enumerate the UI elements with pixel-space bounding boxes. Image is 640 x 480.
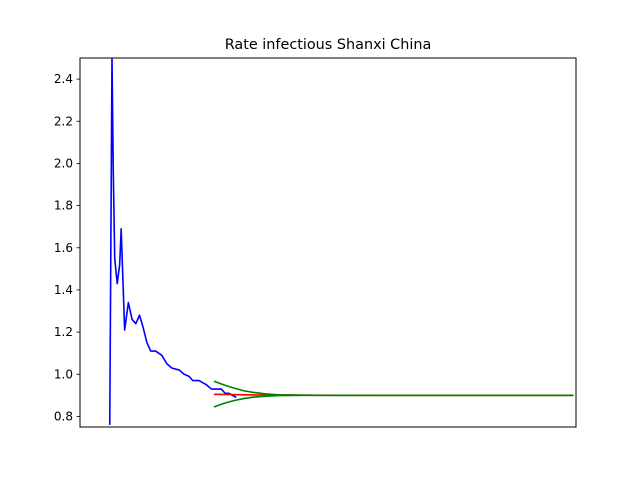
series-line-1 bbox=[108, 58, 237, 425]
axes-frame bbox=[79, 57, 577, 428]
y-tick-label: 2.4 bbox=[54, 72, 73, 86]
y-tick-label: 1.6 bbox=[54, 241, 73, 255]
y-tick-label: 2.0 bbox=[54, 156, 73, 170]
y-tick-label: 1.4 bbox=[54, 283, 73, 297]
y-axis: 0.8 1.0 1.2 1.4 1.6 1.8 2.0 2.2 2.4 bbox=[54, 72, 80, 423]
y-tick-label: 1.8 bbox=[54, 199, 73, 213]
y-tick-label: 0.8 bbox=[54, 409, 73, 423]
y-tick-label: 2.2 bbox=[54, 114, 73, 128]
plot-area bbox=[108, 58, 574, 425]
series-line-4 bbox=[213, 394, 574, 408]
chart-title: Rate infectious Shanxi China bbox=[225, 37, 432, 53]
y-tick-label: 1.0 bbox=[54, 367, 73, 381]
y-tick-label: 1.2 bbox=[54, 325, 73, 339]
